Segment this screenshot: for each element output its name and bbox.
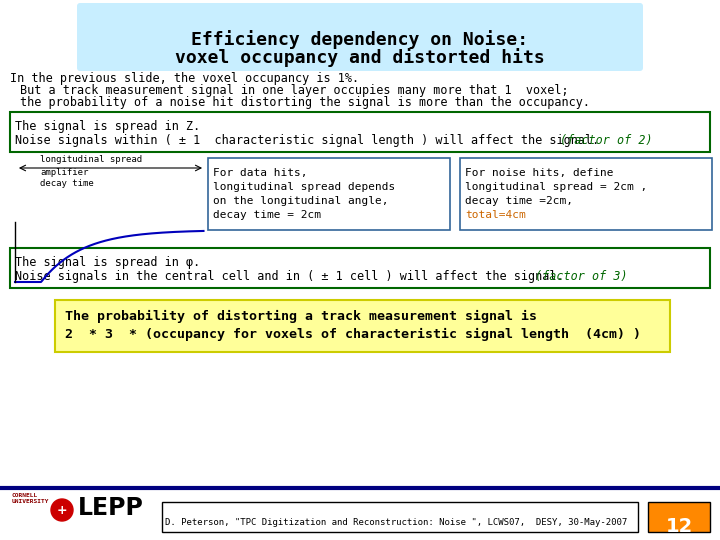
FancyBboxPatch shape xyxy=(10,112,710,152)
Text: In the previous slide, the voxel occupancy is 1%.: In the previous slide, the voxel occupan… xyxy=(10,72,359,85)
Text: 12: 12 xyxy=(665,517,693,536)
FancyBboxPatch shape xyxy=(648,502,710,532)
Text: D. Peterson, "TPC Digitization and Reconstruction: Noise ", LCWS07,  DESY, 30-Ma: D. Peterson, "TPC Digitization and Recon… xyxy=(165,518,627,527)
Text: 2  * 3  * (occupancy for voxels of characteristic signal length  (4cm) ): 2 * 3 * (occupancy for voxels of charact… xyxy=(65,328,641,341)
Text: the probability of a noise hit distorting the signal is more than the occupancy.: the probability of a noise hit distortin… xyxy=(20,96,590,109)
Text: longitudinal spread = 2cm ,: longitudinal spread = 2cm , xyxy=(465,182,647,192)
Text: LEPP: LEPP xyxy=(78,496,144,520)
Text: (factor of 3): (factor of 3) xyxy=(535,270,628,283)
FancyBboxPatch shape xyxy=(208,158,450,230)
Text: +: + xyxy=(57,503,67,516)
Circle shape xyxy=(51,499,73,521)
Text: For noise hits, define: For noise hits, define xyxy=(465,168,613,178)
FancyBboxPatch shape xyxy=(77,3,643,71)
Text: total=4cm: total=4cm xyxy=(465,210,526,220)
Text: Noise signals in the central cell and in ( ± 1 cell ) will affect the signal.: Noise signals in the central cell and in… xyxy=(15,270,564,283)
Text: on the longitudinal angle,: on the longitudinal angle, xyxy=(213,196,389,206)
Text: amplifier: amplifier xyxy=(40,168,89,177)
Text: decay time = 2cm: decay time = 2cm xyxy=(213,210,321,220)
Text: longitudinal spread: longitudinal spread xyxy=(40,155,142,164)
Text: longitudinal spread depends: longitudinal spread depends xyxy=(213,182,395,192)
Text: (factor of 2): (factor of 2) xyxy=(560,134,652,147)
Text: The signal is spread in Z.: The signal is spread in Z. xyxy=(15,120,200,133)
FancyBboxPatch shape xyxy=(55,300,670,352)
Text: For data hits,: For data hits, xyxy=(213,168,307,178)
FancyBboxPatch shape xyxy=(10,248,710,288)
Text: Efficiency dependency on Noise:: Efficiency dependency on Noise: xyxy=(192,30,528,49)
FancyBboxPatch shape xyxy=(162,502,638,532)
FancyBboxPatch shape xyxy=(460,158,712,230)
Text: decay time =2cm,: decay time =2cm, xyxy=(465,196,573,206)
Text: The probability of distorting a track measurement signal is: The probability of distorting a track me… xyxy=(65,310,537,323)
Text: Noise signals within ( ± 1  characteristic signal length ) will affect the signa: Noise signals within ( ± 1 characteristi… xyxy=(15,134,599,147)
Text: CORNELL
UNIVERSITY: CORNELL UNIVERSITY xyxy=(12,493,50,504)
Text: The signal is spread in φ.: The signal is spread in φ. xyxy=(15,256,200,269)
Text: decay time: decay time xyxy=(40,179,94,188)
Text: voxel occupancy and distorted hits: voxel occupancy and distorted hits xyxy=(175,48,545,67)
Text: But a track measurement signal in one layer occupies many more that 1  voxel;: But a track measurement signal in one la… xyxy=(20,84,569,97)
